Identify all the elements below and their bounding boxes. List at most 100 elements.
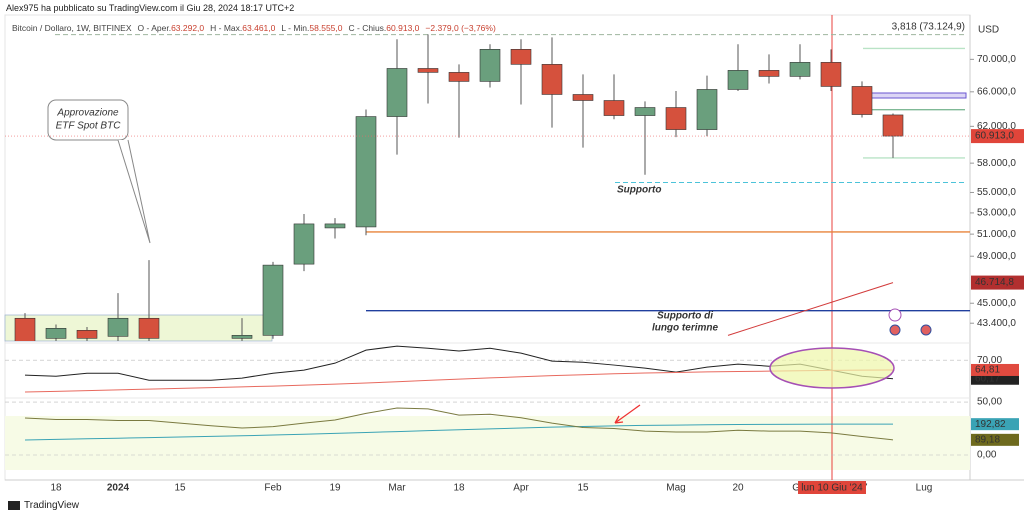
ohlc-value: 60.913,0 [386, 23, 420, 33]
price-badge [971, 129, 1024, 144]
annotation: Approvazione [56, 108, 119, 119]
annotation: lungo terimne [652, 323, 719, 334]
price-badge-label: 60.913,0 [975, 131, 1014, 142]
x-tick-label: 18 [453, 483, 465, 494]
y-tick-label: 58.000,0 [977, 158, 1016, 169]
logo [8, 501, 20, 510]
candle-body [479, 49, 501, 82]
candle-body [386, 68, 408, 117]
candle-body [572, 94, 594, 101]
annotation: Supporto di [657, 311, 713, 322]
brand: TradingView [24, 500, 80, 511]
price-badge-label: 46.714,8 [975, 277, 1014, 288]
arrow [614, 404, 641, 424]
y-tick-label: 70.000,0 [977, 54, 1016, 65]
zone-box [862, 92, 967, 99]
candle-body [820, 62, 842, 87]
candle-body [355, 116, 377, 228]
y-tick-label: 51.000,0 [977, 229, 1016, 240]
x-tick-label: Lug [916, 483, 933, 494]
candle-body [789, 62, 811, 77]
y-unit: USD [978, 25, 999, 36]
indicator-badge-label: 89,18 [975, 434, 1000, 445]
indicator-badge-label: 192,82 [975, 419, 1006, 430]
y-tick-label: 50,00 [977, 397, 1002, 408]
candle-body [107, 317, 129, 337]
footer: TradingView [8, 500, 79, 511]
indicator-band [5, 416, 970, 470]
candle-body [603, 100, 625, 116]
candle-body [262, 264, 284, 336]
candle-body [665, 107, 687, 130]
y-tick-label: 55.000,0 [977, 187, 1016, 198]
candle-body [45, 328, 67, 339]
candle-body [696, 89, 718, 130]
ath-label: 3,818 (73.124,9) [892, 22, 965, 33]
candle-body [851, 86, 873, 115]
y-tick-label: 0,00 [977, 450, 997, 461]
x-tick-label: 20 [732, 483, 744, 494]
indicator-line [24, 369, 894, 393]
annotation: Supporto [617, 185, 661, 196]
y-tick-label: 45.000,0 [977, 298, 1016, 309]
event-badge [798, 481, 866, 494]
ohlc-value: 58.555,0 [309, 23, 343, 33]
y-tick-label: 66.000,0 [977, 86, 1016, 97]
candle-body [448, 72, 470, 82]
symbol-line: Bitcoin / Dollaro, 1W, BITFINEX O - Aper.… [12, 23, 502, 33]
symbol: Bitcoin / Dollaro, 1W, BITFINEX [12, 23, 132, 33]
y-tick-label: 70,00 [977, 355, 1002, 366]
flag-icon [920, 324, 932, 336]
annotation: ETF Spot BTC [56, 121, 122, 132]
x-tick-label: 19 [329, 483, 341, 494]
candle-body [634, 107, 656, 116]
candle-body [324, 223, 346, 229]
indicator-line [24, 423, 894, 441]
ohlc-value: 63.461,0 [242, 23, 276, 33]
candle-body [541, 64, 563, 95]
candle-body [882, 114, 904, 137]
x-tick-label: Mag [666, 483, 685, 494]
indicator-badge [971, 418, 1019, 431]
y-tick-label: 53.000,0 [977, 208, 1016, 219]
labels: 70.000,0 66.000,0 62.000,0 58.000,0 55.000,0… [5, 22, 1024, 494]
event-icon [888, 308, 902, 322]
ohlc-label: C - Chius. [348, 23, 387, 33]
trendline [727, 282, 894, 336]
candle-body [138, 317, 160, 339]
x-tick-label: 15 [577, 483, 589, 494]
x-tick-label: Mar [388, 483, 406, 494]
indicator-badge [971, 433, 1019, 446]
y-tick-label: 49.000,0 [977, 251, 1016, 262]
candle-body [170, 345, 190, 346]
ohlc-label: O - Aper. [137, 23, 172, 33]
price-pane [14, 34, 970, 346]
ohlc-label: H - Max. [210, 23, 243, 33]
indicator-panes [5, 345, 970, 456]
candle-body [758, 70, 780, 77]
callout-pointer [117, 139, 151, 244]
candle-body [510, 49, 532, 65]
price-badge [971, 275, 1024, 290]
candle-body [293, 223, 315, 265]
candle-body [231, 335, 253, 339]
x-tick-label: Feb [264, 483, 282, 494]
indicator-badge-label: 60,17 [975, 373, 1000, 384]
x-tick-label: 18 [50, 483, 62, 494]
candle-body [417, 68, 439, 73]
candle-body [727, 70, 749, 90]
event-label: lun 10 Giu '24 [801, 483, 863, 494]
indicator-line [24, 407, 894, 441]
author-line: Alex975 ha pubblicato su TradingView.com… [6, 3, 295, 13]
indicator-badge-label: 64,81 [975, 365, 1000, 376]
x-tick-label: 2024 [107, 483, 130, 494]
change: −2.379,0 (−3,76%) [425, 23, 496, 33]
callout-box [47, 99, 129, 141]
candle-body [76, 330, 98, 339]
indicator-badge [971, 363, 1019, 376]
ohlc-value: 63.292,0 [171, 23, 205, 33]
flag-icon [889, 324, 901, 336]
candle-body [201, 341, 221, 346]
